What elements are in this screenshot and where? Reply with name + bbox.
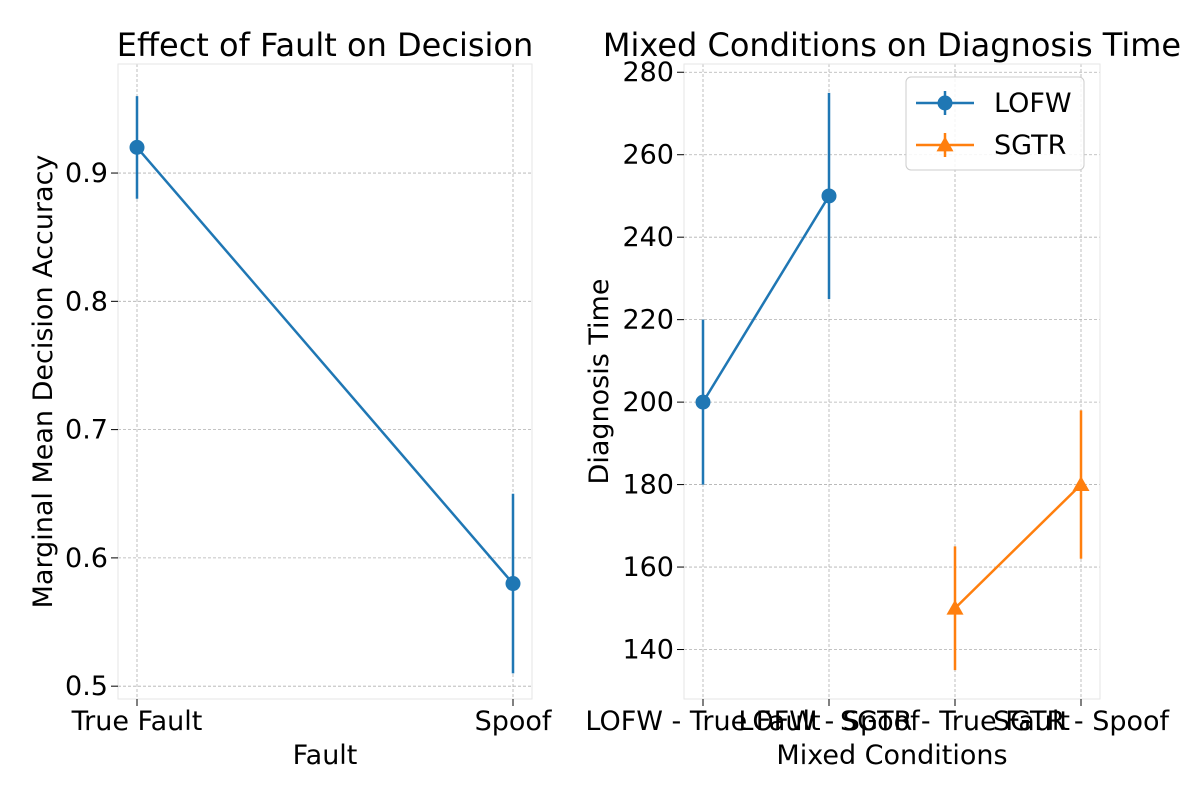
y-tick-label: 240 bbox=[622, 222, 674, 253]
data-point bbox=[1072, 476, 1090, 491]
y-tick-label: 200 bbox=[622, 387, 674, 418]
series-line-lofw bbox=[701, 195, 831, 403]
legend-marker bbox=[936, 136, 954, 152]
y-axis-label: Marginal Mean Decision Accuracy bbox=[28, 155, 59, 609]
series-line bbox=[136, 146, 514, 585]
y-tick-label: 280 bbox=[622, 57, 674, 88]
x-tick-label: LOFW - True Fault bbox=[585, 706, 820, 737]
y-tick-label: 0.5 bbox=[65, 671, 108, 702]
x-tick-label: SGTR - Spoof bbox=[993, 706, 1171, 737]
y-tick-label: 260 bbox=[622, 140, 674, 171]
legend-label: LOFW bbox=[994, 88, 1072, 119]
legend-marker bbox=[937, 95, 953, 111]
x-axis-label: Mixed Conditions bbox=[776, 740, 1007, 771]
x-tick-label: LOFW - Spoof bbox=[738, 706, 921, 737]
chart-fault-decision: 0.5 0.6 0.7 0.8 0.9 True Fault Spoof Effect of … bbox=[28, 26, 553, 771]
y-tick-label: 140 bbox=[622, 635, 674, 666]
chart-title: Mixed Conditions on Diagnosis Time bbox=[603, 26, 1181, 64]
chart-mixed-conditions: 140 160 180 200 220 240 260 280 LOFW - True Faul… bbox=[584, 26, 1181, 771]
data-point bbox=[129, 139, 145, 155]
x-tick-label: SGTR - True Fault bbox=[840, 706, 1070, 737]
x-tick-label: True Fault bbox=[71, 706, 203, 737]
y-axis-label: Diagnosis Time bbox=[584, 279, 615, 485]
series-line-sgtr bbox=[954, 483, 1082, 610]
y-tick-label: 0.8 bbox=[65, 286, 108, 317]
y-tick-label: 180 bbox=[622, 470, 674, 501]
x-axis-label: Fault bbox=[293, 740, 358, 771]
data-point bbox=[695, 394, 711, 410]
data-point bbox=[505, 576, 521, 592]
chart-title: Effect of Fault on Decision bbox=[117, 26, 534, 64]
plot-frame bbox=[117, 63, 533, 700]
y-tick-label: 220 bbox=[622, 305, 674, 336]
legend-label: SGTR bbox=[994, 130, 1066, 161]
y-tick-label: 0.6 bbox=[65, 543, 108, 574]
plot-frame bbox=[683, 63, 1101, 700]
data-point bbox=[821, 188, 837, 204]
y-tick-label: 160 bbox=[622, 552, 674, 583]
y-tick-label: 0.9 bbox=[65, 158, 108, 189]
y-tick-label: 0.7 bbox=[65, 415, 108, 446]
x-tick-label: Spoof bbox=[475, 706, 553, 737]
legend: LOFW SGTR bbox=[905, 76, 1085, 171]
data-point bbox=[946, 599, 964, 615]
